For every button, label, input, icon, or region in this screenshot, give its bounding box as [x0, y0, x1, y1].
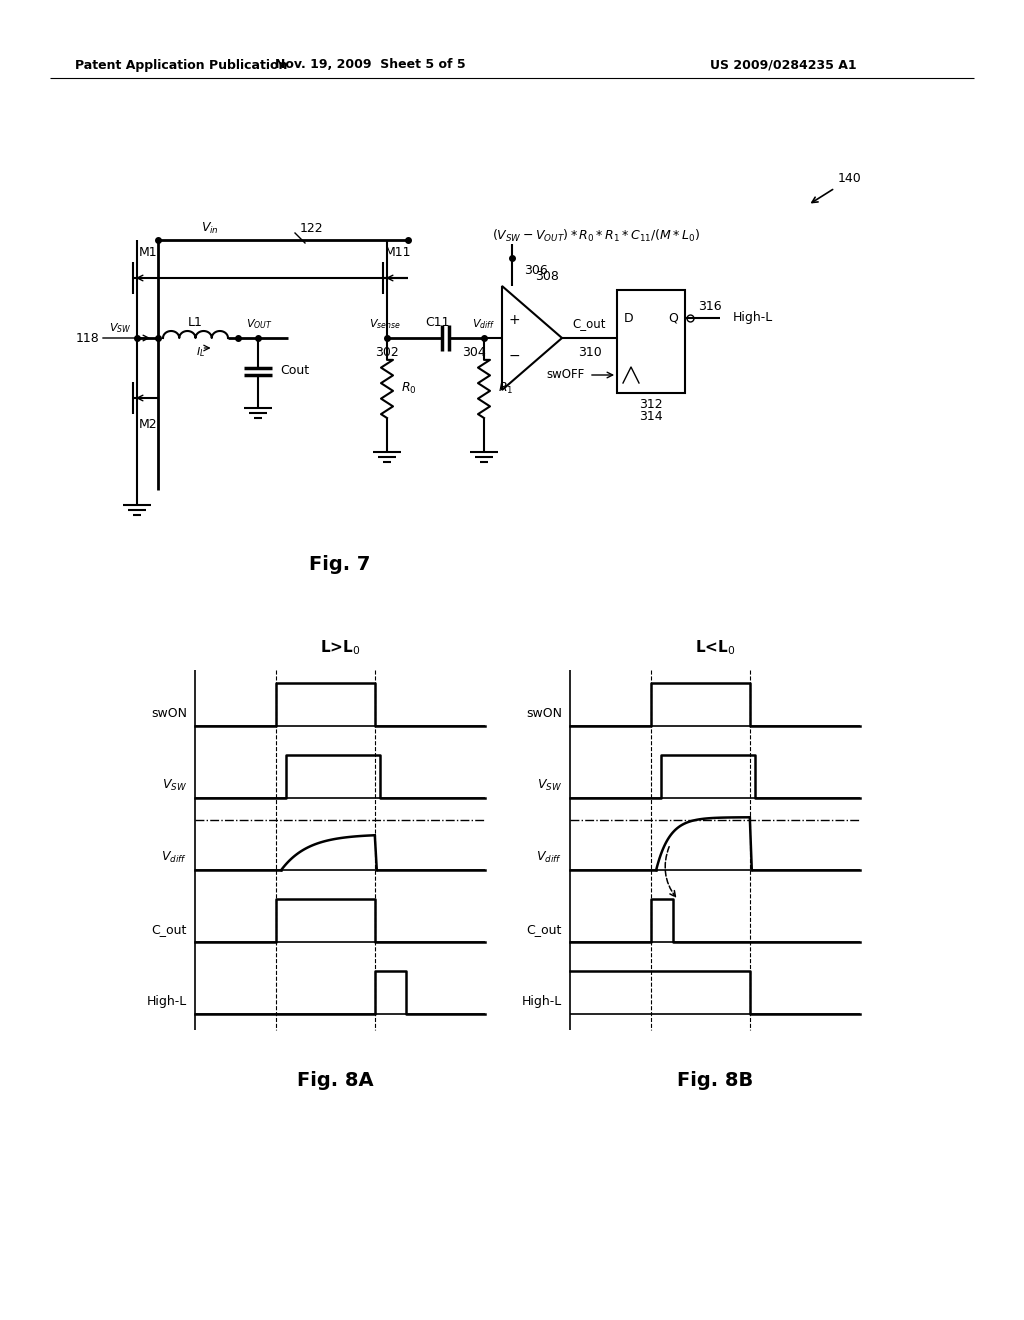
Text: US 2009/0284235 A1: US 2009/0284235 A1: [710, 58, 857, 71]
Text: $V_{SW}$: $V_{SW}$: [109, 321, 131, 335]
Text: swON: swON: [151, 706, 187, 719]
Text: M11: M11: [385, 246, 412, 259]
Text: 304: 304: [462, 346, 485, 359]
Text: Nov. 19, 2009  Sheet 5 of 5: Nov. 19, 2009 Sheet 5 of 5: [274, 58, 465, 71]
Text: $R_0$: $R_0$: [401, 380, 417, 396]
Text: 118: 118: [76, 331, 100, 345]
Text: 316: 316: [698, 300, 722, 313]
Text: L<L$_0$: L<L$_0$: [694, 639, 735, 657]
Text: M2: M2: [138, 417, 158, 430]
Text: $V_{SW}$: $V_{SW}$: [162, 777, 187, 793]
Text: C_out: C_out: [572, 318, 606, 330]
Text: $(V_{SW}-V_{OUT})*R_0*R_1*C_{11}/(M*L_0)$: $(V_{SW}-V_{OUT})*R_0*R_1*C_{11}/(M*L_0)…: [492, 228, 700, 244]
Text: Cout: Cout: [280, 364, 309, 378]
Text: C11: C11: [425, 317, 450, 330]
Text: 310: 310: [578, 346, 601, 359]
Text: Fig. 7: Fig. 7: [309, 556, 371, 574]
Text: $V_{diff}$: $V_{diff}$: [472, 317, 496, 331]
Text: 308: 308: [536, 269, 559, 282]
Text: $V_{in}$: $V_{in}$: [201, 220, 219, 235]
Text: $R_1$: $R_1$: [498, 380, 513, 396]
Text: High-L: High-L: [522, 995, 562, 1007]
Text: L>L$_0$: L>L$_0$: [319, 639, 360, 657]
Text: +: +: [508, 313, 520, 327]
Text: $I_L$: $I_L$: [196, 345, 205, 359]
Text: Fig. 8B: Fig. 8B: [677, 1071, 753, 1089]
Text: High-L: High-L: [733, 312, 773, 325]
Text: −: −: [508, 348, 520, 363]
Text: swON: swON: [526, 706, 562, 719]
Text: C_out: C_out: [526, 923, 562, 936]
Text: 122: 122: [300, 222, 324, 235]
Bar: [617, 290, 685, 393]
Text: 302: 302: [375, 346, 399, 359]
Text: High-L: High-L: [146, 995, 187, 1007]
Text: $V_{OUT}$: $V_{OUT}$: [246, 317, 272, 331]
Text: Patent Application Publication: Patent Application Publication: [75, 58, 288, 71]
Text: swOFF: swOFF: [547, 368, 585, 381]
Text: $V_{diff}$: $V_{diff}$: [161, 850, 187, 865]
Text: Q: Q: [668, 312, 678, 325]
Text: M1: M1: [138, 246, 158, 259]
Text: 140: 140: [838, 172, 862, 185]
Text: C_out: C_out: [152, 923, 187, 936]
Text: L1: L1: [188, 317, 203, 330]
Text: D: D: [625, 312, 634, 325]
Text: Fig. 8A: Fig. 8A: [297, 1071, 374, 1089]
Text: 314: 314: [639, 411, 663, 424]
Text: 312: 312: [639, 399, 663, 412]
Text: $V_{diff}$: $V_{diff}$: [537, 850, 562, 865]
Text: $V_{sense}$: $V_{sense}$: [369, 317, 401, 331]
Text: 306: 306: [524, 264, 548, 276]
Text: $V_{SW}$: $V_{SW}$: [537, 777, 562, 793]
